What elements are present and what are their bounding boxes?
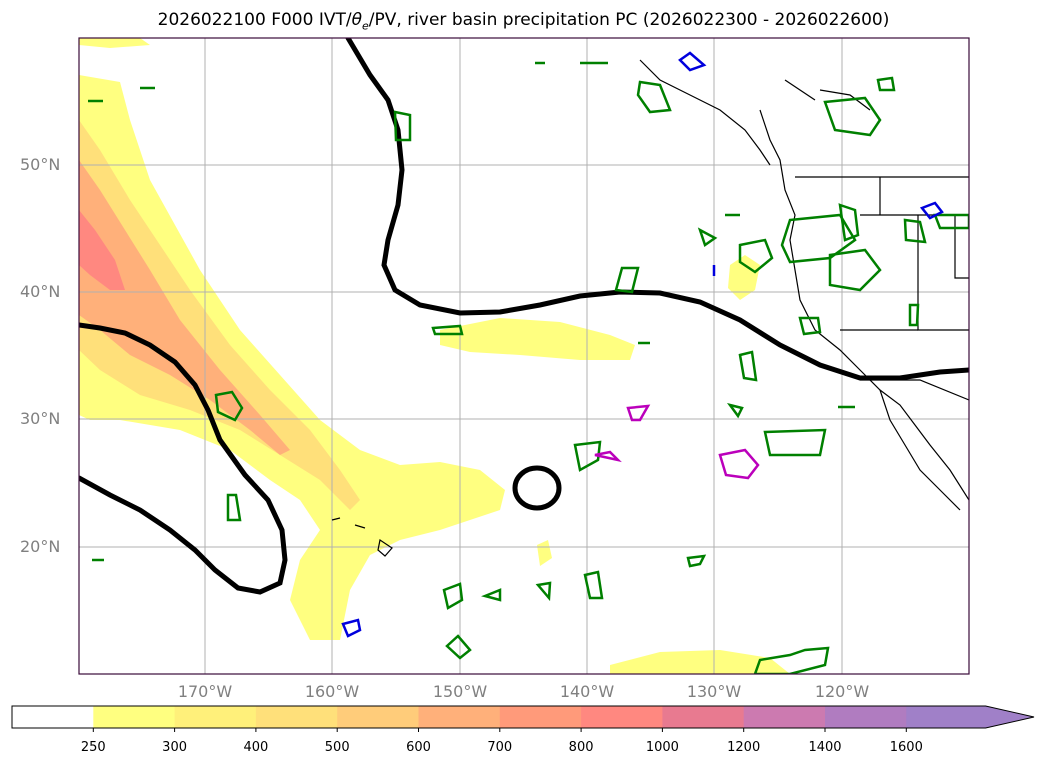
coastlines — [331, 59, 969, 557]
colorbar-segment — [662, 706, 745, 728]
lon-label-130w: 130°W — [686, 682, 742, 701]
graticule — [79, 38, 969, 674]
colorbar-segment — [93, 706, 176, 728]
colorbar-extend-arrow — [985, 706, 1034, 728]
map-title: 2026022100 F000 IVT/θe/PV, river basin p… — [157, 10, 890, 33]
colorbar-segment — [12, 706, 94, 728]
precip-magenta-contours — [594, 404, 760, 480]
colorbar-segment — [906, 706, 989, 728]
pv-contours — [79, 38, 969, 595]
colorbar-segment — [174, 706, 257, 728]
lon-label-150w: 150°W — [432, 682, 488, 701]
colorbar-outline — [11, 705, 1035, 729]
colorbar — [11, 705, 1035, 732]
lon-label-170w: 170°W — [177, 682, 233, 701]
colorbar-tick-label: 400 — [243, 740, 269, 755]
colorbar-segment — [743, 706, 826, 728]
colorbar-tick-label: 1000 — [645, 740, 679, 755]
colorbar-segment — [255, 706, 338, 728]
colorbar-tick-label: 500 — [324, 740, 350, 755]
lat-label-20n: 20°N — [20, 537, 61, 556]
lat-label-40n: 40°N — [20, 282, 61, 301]
colorbar-segment — [337, 706, 419, 728]
lat-label-50n: 50°N — [20, 155, 61, 174]
colorbar-tick-label: 1600 — [889, 740, 923, 755]
colorbar-segment — [499, 706, 582, 728]
colorbar-segment — [418, 706, 501, 728]
colorbar-tick-label: 700 — [487, 740, 513, 755]
precip-green-contours — [88, 61, 969, 674]
colorbar-tick-label: 800 — [568, 740, 594, 755]
precip-blue-contours — [341, 51, 944, 638]
lon-label-140w: 140°W — [559, 682, 615, 701]
ivt-shading — [79, 38, 790, 674]
colorbar-tick-label: 250 — [80, 740, 106, 755]
lon-label-120w: 120°W — [814, 682, 870, 701]
lat-label-30n: 30°N — [20, 409, 61, 428]
map-frame — [78, 37, 970, 675]
lon-label-160w: 160°W — [304, 682, 360, 701]
colorbar-segment — [581, 706, 663, 728]
colorbar-tick-label: 300 — [162, 740, 188, 755]
colorbar-tick-label: 1200 — [727, 740, 761, 755]
colorbar-segment — [825, 706, 907, 728]
colorbar-tick-label: 1400 — [808, 740, 842, 755]
colorbar-tick-label: 600 — [406, 740, 431, 755]
